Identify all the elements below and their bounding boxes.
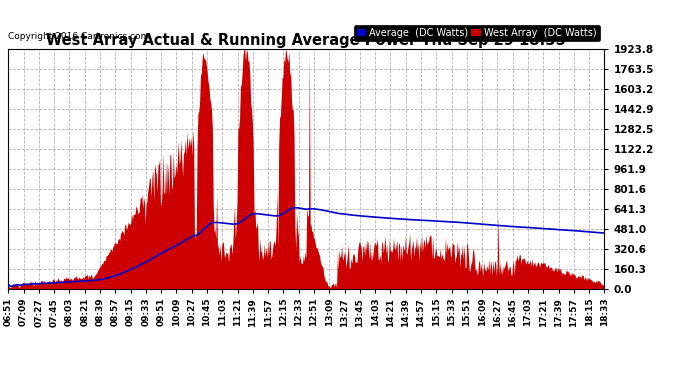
Text: Copyright 2016 Cartronics.com: Copyright 2016 Cartronics.com: [8, 32, 150, 41]
Title: West Array Actual & Running Average Power Thu Sep 29 18:35: West Array Actual & Running Average Powe…: [46, 33, 566, 48]
Legend: Average  (DC Watts), West Array  (DC Watts): Average (DC Watts), West Array (DC Watts…: [354, 25, 600, 40]
